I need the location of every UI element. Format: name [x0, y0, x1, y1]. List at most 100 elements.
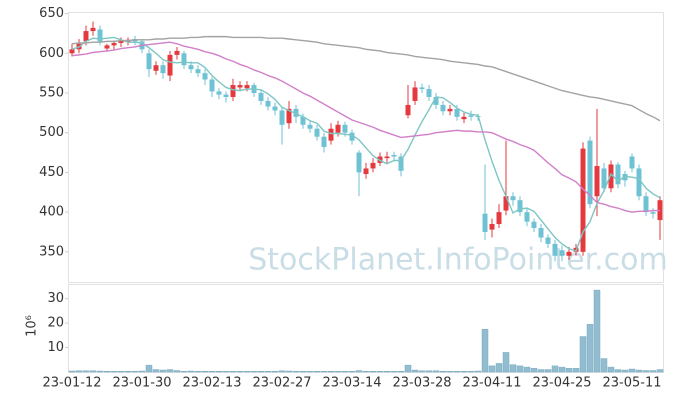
candle-body: [335, 124, 341, 133]
volume-panel: [68, 284, 664, 373]
candle-body: [265, 100, 271, 107]
candle-body: [461, 116, 467, 120]
candle-body: [97, 29, 103, 42]
volume-bar: [159, 369, 167, 373]
candle-body: [307, 124, 313, 129]
volume-bar: [642, 370, 650, 373]
volume-bar: [460, 371, 468, 373]
candle-body: [468, 115, 474, 117]
volume-bar: [355, 370, 363, 373]
candle-body: [580, 148, 586, 252]
volume-bar: [390, 371, 398, 373]
candle-body: [545, 237, 551, 244]
candle-body: [314, 128, 320, 137]
candle-body: [90, 27, 96, 32]
watermark: StockPlanet.InfoPointer.com: [248, 243, 668, 278]
candle-body: [118, 40, 124, 43]
candle-body: [223, 94, 229, 97]
volume-bar: [411, 369, 419, 373]
volume-bar: [222, 371, 230, 373]
volume-bar: [362, 371, 370, 373]
y-tick-label: 350: [39, 244, 64, 259]
y-tick-label: 650: [39, 6, 64, 21]
candle-body: [202, 73, 208, 80]
candle-body: [426, 89, 432, 97]
volume-bar: [502, 352, 510, 373]
volume-bar: [453, 371, 461, 373]
volume-bar: [572, 368, 580, 373]
candle-body: [594, 166, 600, 197]
candle-body: [524, 212, 530, 222]
candle-body: [209, 79, 215, 92]
candle-body: [510, 196, 516, 201]
x-tick-label: 23-04-25: [532, 376, 591, 391]
y-tick-label: 20: [47, 316, 64, 331]
y-tick-label: 500: [39, 125, 64, 140]
candle-body: [349, 132, 355, 141]
moving-average-line: [71, 41, 660, 213]
candle-body: [601, 168, 607, 189]
candle-body: [356, 152, 362, 173]
volume-bar: [229, 371, 237, 373]
volume-bar: [131, 371, 139, 373]
candle-body: [496, 212, 502, 225]
volume-bar: [558, 366, 566, 373]
candle-body: [370, 162, 376, 169]
volume-bar: [593, 289, 601, 373]
volume-bar: [516, 365, 524, 373]
candle-body: [258, 93, 264, 101]
volume-bar: [537, 369, 545, 373]
volume-bar: [243, 371, 251, 373]
volume-bar: [544, 369, 552, 373]
x-tick-label: 23-02-13: [182, 376, 241, 391]
volume-bar: [194, 371, 202, 373]
volume-bar: [173, 370, 181, 373]
candle-body: [405, 104, 411, 116]
volume-bar: [278, 370, 286, 373]
volume-bar: [201, 371, 209, 373]
candle-body: [636, 168, 642, 197]
volume-bar: [180, 371, 188, 373]
volume-bar: [271, 371, 279, 373]
candle-body: [272, 106, 278, 111]
volume-bar: [313, 371, 321, 373]
price-panel: [68, 12, 664, 283]
candle-body: [279, 110, 285, 125]
candle-body: [391, 154, 397, 157]
candle-body: [398, 156, 404, 171]
volume-bar: [614, 369, 622, 373]
candle-body: [629, 156, 635, 169]
candle-body: [328, 128, 334, 141]
volume-bar: [215, 371, 223, 373]
volume-bar: [621, 369, 629, 373]
volume-bar: [124, 371, 132, 373]
candle-body: [412, 87, 418, 101]
volume-bar: [89, 370, 97, 373]
candle-body: [454, 108, 460, 117]
volume-bar: [369, 371, 377, 373]
volume-bar: [635, 369, 643, 373]
y-tick-label: 400: [39, 205, 64, 220]
volume-bar: [264, 371, 272, 373]
volume-bar: [383, 371, 391, 373]
volume-bar: [299, 371, 307, 373]
candle-body: [160, 65, 166, 74]
volume-bar: [628, 368, 636, 373]
volume-bar: [376, 371, 384, 373]
volume-bar: [187, 370, 195, 373]
candle-body: [440, 104, 446, 112]
candle-body: [363, 168, 369, 174]
candle-body: [608, 164, 614, 189]
candle-body: [531, 221, 537, 228]
candle-body: [419, 87, 425, 90]
candle-body: [587, 140, 593, 205]
y-tick-label: 10: [47, 340, 64, 355]
y-tick-label: 450: [39, 165, 64, 180]
volume-bar: [530, 368, 538, 373]
candle-body: [111, 42, 117, 46]
volume-bar: [257, 371, 265, 373]
volume-bar: [68, 370, 76, 373]
x-tick-label: 23-01-30: [112, 376, 171, 391]
volume-bar: [439, 371, 447, 373]
